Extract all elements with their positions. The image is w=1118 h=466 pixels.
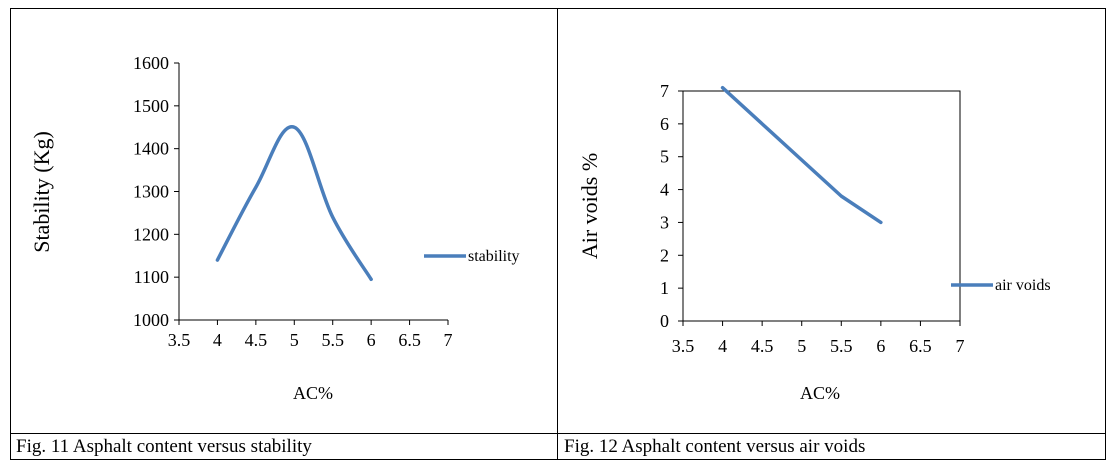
- x-tick-label: 5: [290, 330, 299, 350]
- x-tick-label: 6.5: [398, 330, 421, 350]
- cell-divider: [557, 8, 558, 460]
- legend-label: air voids: [995, 277, 1051, 294]
- x-tick-label: 3.5: [168, 330, 191, 350]
- x-tick-label: 6: [876, 336, 885, 356]
- x-tick-label: 5.5: [830, 336, 853, 356]
- plot-area-border: [682, 90, 961, 322]
- series-line-air-voids: [720, 85, 883, 225]
- y-tick-label: 1600: [133, 53, 169, 73]
- y-tick-label: 1300: [133, 182, 169, 202]
- caption-divider: [10, 433, 1106, 434]
- y-tick-label: 5: [660, 147, 669, 167]
- figure-12-caption: Fig. 12 Asphalt content versus air voids: [564, 436, 866, 457]
- series-line-stability: [215, 125, 373, 282]
- y-tick-label: 4: [660, 180, 669, 200]
- y-tick-label: 6: [660, 114, 669, 134]
- legend-label: stability: [468, 248, 520, 265]
- x-axis-label: AC%: [293, 383, 333, 403]
- stability-chart: 1000 1100 1200 1300 1400 1500 1600 3.5 4 4.5 5 5.5 6…: [29, 53, 520, 403]
- air-voids-chart: 0 1 2 3 4 5 6 7 3.5 4 4.5 5 5.5 6 6.5 7 AC% Air voids % ai…: [577, 81, 1051, 403]
- y-axis-label: Stability (Kg): [29, 131, 54, 253]
- x-tick-label: 4: [213, 330, 222, 350]
- y-tick-label: 1100: [134, 267, 169, 287]
- x-tick-label: 4.5: [751, 336, 774, 356]
- y-tick-label: 7: [660, 81, 669, 101]
- y-tick-label: 1000: [133, 310, 169, 330]
- x-tick-label: 5: [797, 336, 806, 356]
- figure-11-caption: Fig. 11 Asphalt content versus stability: [16, 436, 312, 457]
- y-tick-label: 2: [660, 245, 669, 265]
- y-tick-label: 1200: [133, 224, 169, 244]
- x-tick-label: 3.5: [672, 336, 695, 356]
- y-tick-label: 3: [660, 212, 669, 232]
- x-tick-label: 5.5: [321, 330, 344, 350]
- y-tick-label: 0: [660, 311, 669, 331]
- x-axis-label: AC%: [800, 383, 840, 403]
- x-tick-label: 6: [367, 330, 376, 350]
- y-tick-label: 1500: [133, 96, 169, 116]
- x-tick-label: 6.5: [909, 336, 932, 356]
- figure-table: [10, 8, 1106, 460]
- x-tick-label: 4.5: [245, 330, 268, 350]
- y-tick-label: 1: [660, 278, 669, 298]
- x-tick-label: 4: [718, 336, 727, 356]
- y-tick-label: 1400: [133, 139, 169, 159]
- x-tick-label: 7: [956, 336, 965, 356]
- x-tick-label: 7: [444, 330, 453, 350]
- y-axis-label: Air voids %: [577, 153, 602, 259]
